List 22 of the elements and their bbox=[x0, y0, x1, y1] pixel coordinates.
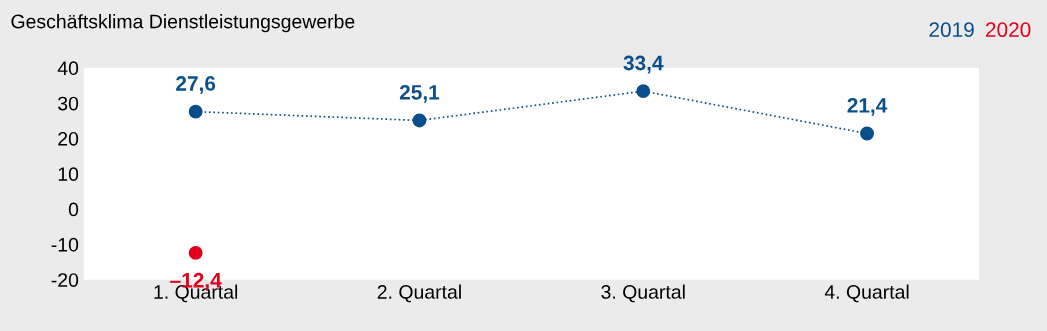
text: 2019 bbox=[929, 22, 974, 38]
point bbox=[860, 126, 874, 141]
point bbox=[412, 113, 427, 128]
point bbox=[636, 84, 651, 99]
data-label: 21,4 bbox=[847, 97, 888, 116]
data-label: 25,1 bbox=[399, 84, 440, 103]
data-label: 33,4 bbox=[623, 55, 664, 74]
data-label: 27,6 bbox=[176, 76, 216, 94]
y-tick-label: 40 bbox=[57, 61, 79, 76]
y-tick-label: 0 bbox=[68, 202, 79, 217]
point bbox=[188, 104, 203, 119]
point bbox=[188, 245, 203, 260]
y-tick-label: -20 bbox=[51, 273, 79, 287]
y-tick-label: 20 bbox=[58, 131, 79, 146]
x-tick-label: 3. Quartal bbox=[601, 284, 685, 303]
y-tick-label: 30 bbox=[58, 96, 79, 111]
x-tick-label: 2. Quartal bbox=[377, 284, 461, 303]
chart-title: Geschäftsklima Dienstleistungsgewerbe bbox=[11, 14, 355, 33]
y-tick-label: -10 bbox=[51, 237, 79, 252]
y-tick-label: 10 bbox=[58, 167, 79, 182]
text: 2020 bbox=[986, 22, 1031, 38]
x-tick-label: 4. Quartal bbox=[824, 284, 909, 303]
